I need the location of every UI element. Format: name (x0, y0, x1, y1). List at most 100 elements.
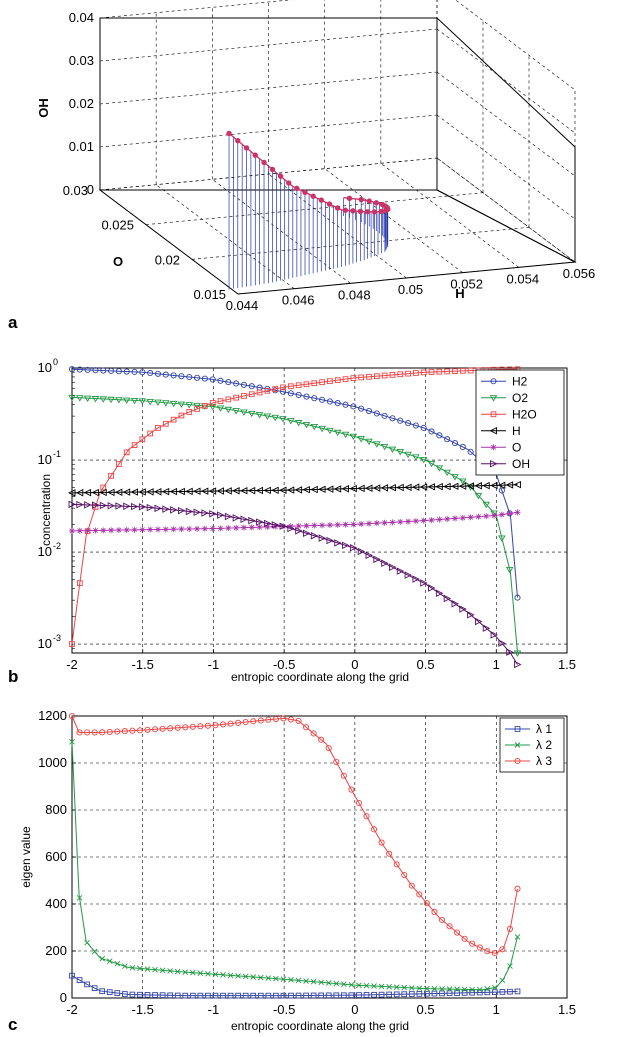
legend-label: λ 2 (536, 738, 552, 752)
data-point (84, 527, 91, 534)
data-point (357, 547, 366, 556)
y-tick-label: 800 (45, 802, 67, 817)
data-point (131, 526, 138, 533)
data-point (76, 894, 83, 901)
data-point (76, 580, 83, 586)
data-point (499, 946, 506, 953)
data-point (363, 982, 370, 989)
side-gridline (436, 114, 576, 220)
data-point (428, 369, 435, 375)
data-point (177, 487, 185, 496)
data-point (107, 501, 116, 510)
data-point (420, 369, 427, 376)
data-point (99, 988, 106, 995)
data-point (310, 992, 317, 999)
panel-a-zlabel: OH (36, 98, 51, 118)
data-point (197, 992, 204, 999)
legend-entry: H (481, 424, 521, 438)
data-point (334, 521, 341, 528)
data-point (371, 983, 377, 989)
data-point (350, 403, 357, 410)
data-point (169, 400, 178, 408)
data-point (431, 985, 438, 992)
data-point (491, 950, 498, 957)
data-point (451, 600, 459, 608)
x-tick-label: 0.054 (507, 271, 540, 286)
data-point (318, 197, 324, 203)
data-point (139, 526, 146, 533)
data-point (114, 990, 121, 996)
data-point (319, 379, 325, 386)
data-point (161, 400, 170, 407)
data-point (144, 966, 151, 972)
data-point (366, 520, 372, 527)
panel-b-legend: H2 O2 H2O HO OH (475, 369, 565, 476)
y-tick-label: 200 (45, 943, 67, 958)
data-point (346, 195, 353, 202)
data-point (458, 478, 467, 485)
data-point (167, 725, 174, 732)
y-tick-exponent: -1 (53, 449, 61, 459)
data-point (505, 481, 514, 489)
data-point (498, 535, 506, 542)
data-point (256, 389, 263, 396)
data-point (326, 427, 334, 435)
data-point (279, 522, 288, 530)
data-point (212, 722, 219, 729)
data-point (294, 486, 303, 494)
side-gridline (436, 28, 576, 134)
y-tick-exponent: -2 (53, 541, 61, 551)
data-point (233, 394, 239, 401)
data-point (68, 394, 76, 402)
panel-a-right-wall (436, 16, 576, 263)
data-point (115, 527, 122, 534)
data-point (162, 505, 170, 513)
data-point (318, 979, 324, 986)
data-point (371, 209, 378, 215)
data-point (235, 719, 242, 726)
data-point (194, 525, 201, 532)
data-point (474, 493, 483, 500)
data-point (220, 992, 226, 999)
data-point (311, 380, 318, 387)
data-point (302, 485, 310, 494)
x-tick-label: 1.5 (558, 657, 576, 672)
data-point (185, 402, 194, 409)
data-point (443, 594, 452, 603)
data-point (435, 589, 444, 597)
floor-gridline (324, 168, 463, 273)
data-point (232, 487, 240, 495)
series-h2o (69, 366, 521, 647)
data-point (197, 723, 204, 730)
data-point (197, 970, 204, 977)
panel-b-xlabel: entropic coordinate along the grid (231, 670, 409, 684)
data-point (83, 395, 92, 402)
data-point (256, 518, 264, 526)
legend-label: O2 (512, 391, 528, 405)
legend-marker (490, 411, 497, 418)
data-point (491, 989, 498, 996)
y-tick-label: 400 (45, 896, 67, 911)
data-point (396, 567, 405, 575)
data-point (498, 639, 506, 647)
data-point (219, 721, 227, 728)
data-point (227, 972, 234, 979)
data-point (318, 425, 326, 433)
floor-gridline (99, 189, 239, 295)
data-point (412, 518, 419, 525)
data-point (363, 813, 370, 820)
data-point (159, 725, 166, 732)
data-point (334, 205, 341, 211)
data-point (257, 992, 264, 999)
data-point (182, 992, 189, 999)
data-point (84, 939, 90, 946)
data-point (380, 484, 389, 492)
x-tick-label: 0.044 (226, 298, 259, 313)
data-point (153, 488, 162, 496)
data-point (350, 375, 357, 381)
data-point (201, 525, 208, 532)
data-point (273, 992, 279, 999)
back-gridline (99, 71, 438, 105)
data-point (224, 512, 233, 521)
